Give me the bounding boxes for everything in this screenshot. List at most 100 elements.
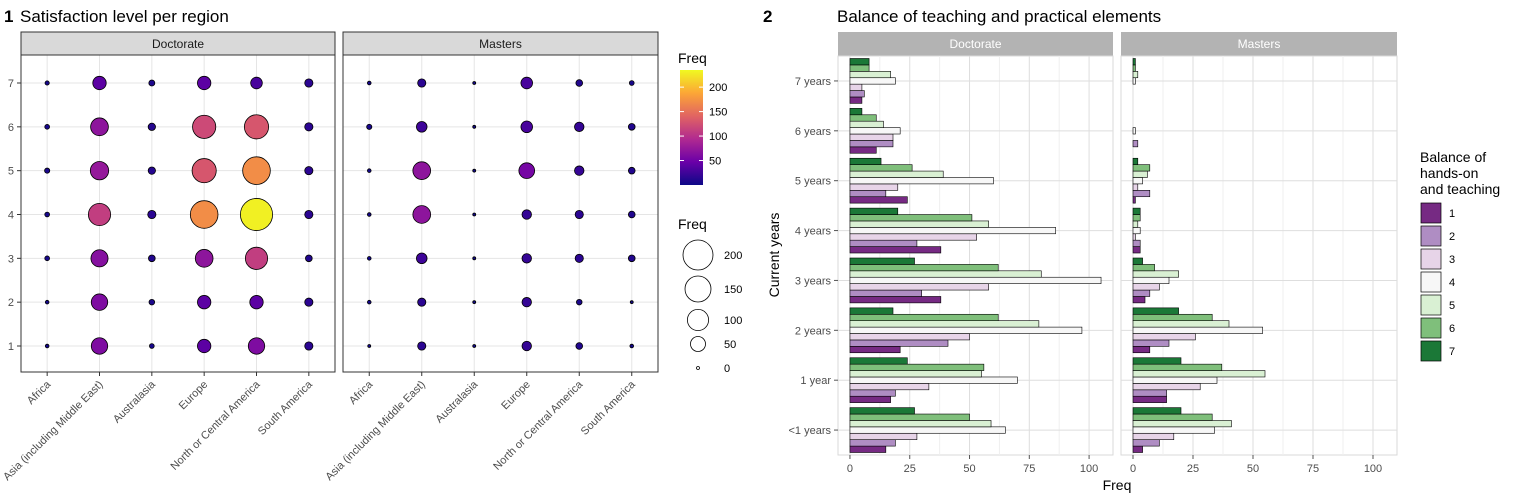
chart2-bar xyxy=(849,439,896,447)
chart2-bar xyxy=(1132,357,1182,365)
chart1-bubble xyxy=(417,297,427,307)
chart2-bar xyxy=(849,146,877,154)
chart1-bubble xyxy=(89,161,110,181)
chart1-x-tick-label: Africa xyxy=(25,378,54,407)
chart2-y-tick-label: 4 years xyxy=(795,226,832,238)
chart1-bubble xyxy=(367,168,372,173)
chart1-x-tick-label: Europe xyxy=(499,379,533,413)
chart1-bubble xyxy=(197,75,212,91)
chart1-bubble xyxy=(521,297,532,308)
chart1-colorbar xyxy=(680,70,703,185)
chart2-bar xyxy=(1132,276,1170,284)
chart2-legend-label: 5 xyxy=(1449,300,1455,312)
chart2-number: 2 xyxy=(763,7,772,26)
chart2-bar xyxy=(1132,313,1213,321)
chart2-bar xyxy=(849,357,908,365)
chart1-bubble xyxy=(629,300,634,305)
chart1-bubble xyxy=(417,341,427,351)
chart2-bar xyxy=(1132,307,1179,315)
chart1-y-tick-label: 3 xyxy=(8,253,14,265)
chart2-bar xyxy=(1132,439,1160,447)
chart1-bubble xyxy=(44,167,51,174)
chart1-panel-doctorate xyxy=(21,55,335,372)
chart1-bubble xyxy=(576,298,583,306)
chart2-bar xyxy=(849,376,1018,384)
chart2-y-tick-label: 1 year xyxy=(800,375,831,387)
chart2-legend-key xyxy=(1420,317,1442,339)
chart1-bubble xyxy=(416,252,428,265)
chart1-x-tick-label: Asia (including Middle East) xyxy=(1,379,105,483)
chart1-size-label: 200 xyxy=(724,250,742,262)
chart1-bubble xyxy=(472,256,477,261)
chart1-bubble xyxy=(304,297,314,307)
chart2-bar xyxy=(1132,233,1136,241)
chart2-bar xyxy=(1132,170,1148,178)
chart2-bar xyxy=(1132,77,1136,85)
chart2-bar xyxy=(849,190,887,198)
chart1-bubble xyxy=(90,249,109,268)
chart1-bubble xyxy=(574,165,585,176)
chart2-bar xyxy=(1132,157,1139,165)
chart1-bubble xyxy=(44,124,50,130)
chart2-y-tick-label: 6 years xyxy=(795,126,832,138)
chart2-legend-label: 7 xyxy=(1449,346,1455,358)
chart2-bar xyxy=(849,170,944,178)
chart2-legend-key xyxy=(1420,248,1442,270)
chart1-x-tick-label: Australasia xyxy=(433,378,481,426)
chart2-bar xyxy=(1132,445,1143,453)
chart2-bar xyxy=(1132,164,1151,172)
chart1-bubble xyxy=(472,124,477,129)
chart1-bubble xyxy=(629,343,634,349)
chart2-legend-key xyxy=(1420,294,1442,316)
chart1-size-key xyxy=(684,275,712,303)
chart1-panel-masters xyxy=(343,55,658,372)
chart2-bar xyxy=(1132,333,1196,341)
chart2-bar xyxy=(849,90,865,98)
chart2-bar xyxy=(849,239,918,247)
chart2-legend-title: hands-on xyxy=(1420,165,1478,181)
chart1-bubble xyxy=(304,341,314,351)
chart2-bar xyxy=(849,58,870,66)
chart2-bar xyxy=(1132,140,1139,148)
chart1-strip-label-masters: Masters xyxy=(479,37,522,51)
chart2-bar xyxy=(1132,339,1170,347)
chart2-bar xyxy=(849,289,922,297)
chart2-bar xyxy=(849,233,977,241)
chart1-bubble xyxy=(148,79,156,87)
chart2-bar xyxy=(1132,64,1136,72)
chart1-title: Satisfaction level per region xyxy=(20,7,229,26)
chart1-bubble xyxy=(147,209,157,220)
chart2-bar xyxy=(849,214,973,222)
chart2-bar xyxy=(849,296,942,304)
chart2-bar xyxy=(849,127,901,135)
chart2-bar xyxy=(849,196,908,204)
chart2-bar xyxy=(1132,246,1141,254)
chart2-bar xyxy=(1132,376,1218,384)
chart1-bubble xyxy=(367,256,372,261)
chart2-x-tick-label: 100 xyxy=(1364,463,1382,475)
chart1-x-tick-label: Asia (including Middle East) xyxy=(323,379,427,483)
chart2-bar xyxy=(1132,283,1160,291)
chart2-bar xyxy=(849,333,970,341)
chart2-bar xyxy=(1132,432,1175,440)
chart1-bubble xyxy=(44,343,50,349)
chart2-bar xyxy=(1132,127,1136,135)
chart1-bubble xyxy=(627,166,636,175)
chart1-y-tick-label: 5 xyxy=(8,166,14,178)
chart1-bubble xyxy=(574,209,584,220)
chart1-bubble xyxy=(520,120,533,134)
chart2-bar xyxy=(1132,183,1139,191)
chart2-bar xyxy=(849,270,1042,278)
chart1-bubble xyxy=(627,123,636,131)
chart1-bubble xyxy=(574,253,584,263)
chart1-x-tick-label: Australasia xyxy=(111,378,159,426)
chart2-bar xyxy=(1132,190,1151,198)
chart2-bar xyxy=(1132,207,1141,215)
chart2-bar xyxy=(1132,177,1143,185)
chart1-panel-border xyxy=(342,54,659,373)
chart2-bar xyxy=(849,120,884,128)
chart1-bubble xyxy=(304,209,314,220)
chart2-x-tick-label: 0 xyxy=(847,463,853,475)
